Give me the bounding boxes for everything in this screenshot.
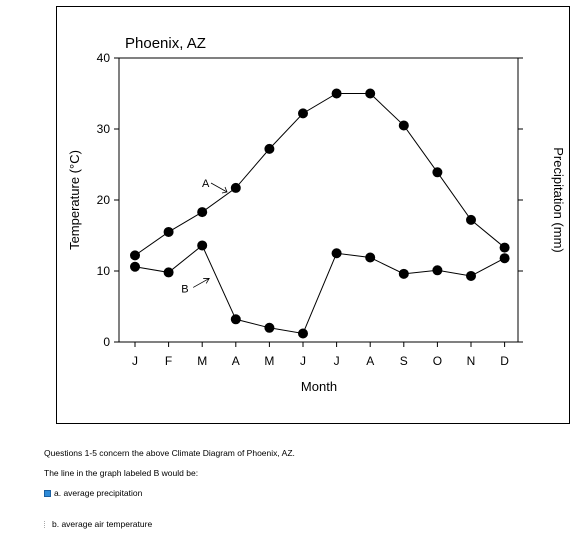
y-tick-label: 40 [97, 51, 111, 65]
series-line-B [134, 244, 505, 335]
series-lines [134, 93, 505, 335]
data-point-A [398, 120, 409, 131]
data-point-A [130, 250, 140, 261]
data-point-A [298, 108, 308, 119]
y-axis-label-left: Temperature (°C) [67, 150, 82, 250]
data-point-A [432, 167, 443, 178]
annotation-label-A: A [202, 178, 210, 190]
annotation-label-B: B [181, 283, 188, 295]
option-b[interactable]: b. average air temperature [44, 519, 152, 529]
data-point-B [197, 240, 208, 251]
chart-title: Phoenix, AZ [125, 35, 206, 52]
x-tick-label: J [300, 354, 306, 368]
data-point-A [163, 226, 174, 237]
radio-selected-icon[interactable] [44, 489, 51, 497]
data-point-A [230, 182, 241, 193]
data-point-A [197, 207, 208, 218]
x-tick-label: A [366, 354, 374, 368]
y-tick-label: 20 [97, 193, 111, 207]
annotation-arrow-B [193, 278, 210, 288]
data-point-B [499, 253, 510, 264]
option-a-label: a. average precipitation [54, 488, 143, 498]
series-line-A [134, 93, 505, 256]
plot-area [118, 57, 519, 343]
data-point-B [398, 268, 409, 279]
data-point-A [331, 88, 342, 99]
data-point-B [331, 248, 342, 259]
question-prompt: The line in the graph labeled B would be… [44, 468, 199, 478]
annotation-arrowhead-A [221, 186, 228, 194]
y-axis-label-right: Precipitation (mm) [551, 147, 566, 252]
data-point-A [466, 214, 476, 225]
series-points [130, 88, 510, 339]
annotation-arrow-A [210, 182, 228, 193]
x-tick-label: N [467, 354, 476, 368]
y-tick-label: 10 [97, 264, 111, 278]
data-point-B [130, 261, 140, 272]
radio-unselected-icon[interactable] [44, 520, 49, 528]
x-axis-label: Month [301, 379, 337, 394]
x-tick-label: J [132, 354, 138, 368]
data-point-B [365, 252, 376, 263]
x-tick-label: O [433, 354, 442, 368]
data-point-A [499, 242, 510, 253]
option-b-label: b. average air temperature [52, 519, 153, 529]
x-tick-label: A [232, 354, 240, 368]
x-tick-label: J [334, 354, 340, 368]
data-point-B [163, 267, 174, 278]
data-point-B [230, 314, 241, 325]
data-point-B [298, 328, 308, 339]
x-tick-label: M [264, 354, 274, 368]
y-tick-label: 30 [97, 122, 111, 136]
data-point-A [365, 88, 376, 99]
x-tick-label: M [197, 354, 207, 368]
data-point-B [264, 322, 275, 333]
x-tick-label: D [500, 354, 509, 368]
question-intro: Questions 1-5 concern the above Climate … [44, 448, 295, 458]
x-tick-label: F [165, 354, 172, 368]
x-tick-label: S [400, 354, 408, 368]
y-axis: 0 10 20 30 40 [97, 51, 523, 349]
data-point-A [264, 143, 275, 154]
option-a[interactable]: a. average precipitation [44, 488, 142, 498]
data-point-B [466, 270, 476, 281]
data-point-B [432, 265, 443, 276]
series-annotations: AB [181, 178, 228, 295]
annotation-arrowhead-B [203, 278, 210, 284]
y-tick-label: 0 [103, 335, 110, 349]
